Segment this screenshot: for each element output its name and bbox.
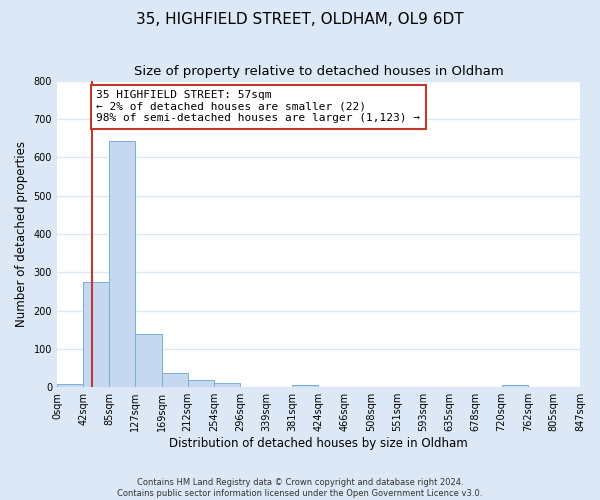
Bar [188,380,214,387]
Text: 35, HIGHFIELD STREET, OLDHAM, OL9 6DT: 35, HIGHFIELD STREET, OLDHAM, OL9 6DT [136,12,464,28]
Bar [214,382,240,387]
X-axis label: Distribution of detached houses by size in Oldham: Distribution of detached houses by size … [169,437,468,450]
Bar [57,384,83,387]
Bar [83,282,109,387]
Text: 35 HIGHFIELD STREET: 57sqm
← 2% of detached houses are smaller (22)
98% of semi-: 35 HIGHFIELD STREET: 57sqm ← 2% of detac… [96,90,420,124]
Text: Contains HM Land Registry data © Crown copyright and database right 2024.
Contai: Contains HM Land Registry data © Crown c… [118,478,482,498]
Y-axis label: Number of detached properties: Number of detached properties [15,141,28,327]
Bar [161,372,188,387]
Bar [109,140,136,387]
Bar [292,386,319,387]
Bar [136,334,161,387]
Bar [502,385,527,387]
Title: Size of property relative to detached houses in Oldham: Size of property relative to detached ho… [134,65,503,78]
